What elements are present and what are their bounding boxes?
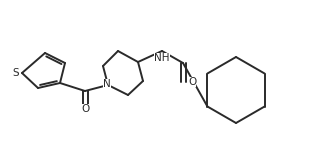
Text: NH: NH bbox=[154, 53, 170, 63]
Text: S: S bbox=[12, 68, 19, 78]
Text: O: O bbox=[81, 104, 89, 114]
Text: N: N bbox=[103, 79, 111, 89]
Text: O: O bbox=[188, 77, 196, 87]
